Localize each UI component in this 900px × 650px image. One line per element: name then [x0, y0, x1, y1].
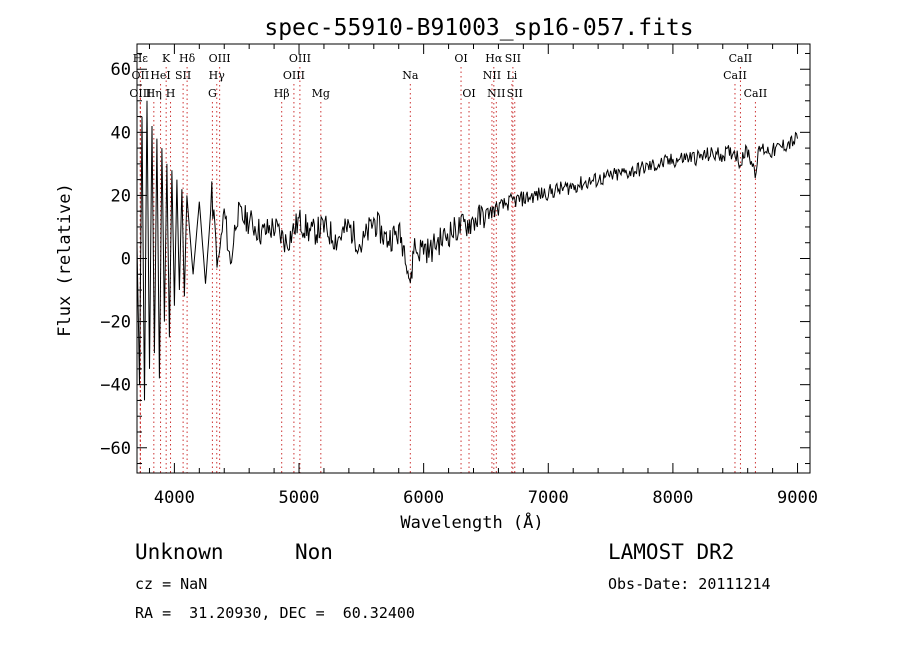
- line-marker-label: K: [162, 52, 171, 65]
- y-axis-label: Flux (relative): [55, 183, 75, 337]
- x-axis-label: Wavelength (Å): [400, 511, 543, 533]
- x-tick-label: 4000: [154, 488, 195, 508]
- line-marker-label: SII: [507, 87, 523, 100]
- x-tick-label: 5000: [279, 488, 320, 508]
- line-markers: [139, 67, 756, 473]
- line-marker-label: OI: [454, 52, 467, 65]
- x-tick-label: 8000: [652, 488, 693, 508]
- x-axis-ticks: 4000 5000 6000 7000 8000 9000: [148, 44, 818, 508]
- line-marker-label: Li: [506, 69, 517, 82]
- line-marker-label: OII: [132, 69, 150, 82]
- line-marker-label: OIII: [289, 52, 311, 65]
- line-marker-label: OIII: [129, 87, 151, 100]
- y-tick-label: −60: [100, 439, 131, 459]
- observation-date: Obs-Date: 20111214: [608, 575, 771, 593]
- line-marker-label: Hη: [146, 87, 162, 100]
- y-tick-label: 0: [121, 250, 131, 270]
- object-subclass: Non: [295, 540, 333, 564]
- object-class: Unknown: [135, 540, 224, 564]
- line-marker-label: Hα: [485, 52, 503, 65]
- line-marker-label: SII: [175, 69, 191, 82]
- x-tick-label: 7000: [528, 488, 569, 508]
- line-marker-label: SII: [505, 52, 521, 65]
- line-marker-label: Hβ: [274, 87, 290, 100]
- line-marker-label: NII: [483, 69, 501, 82]
- line-marker-label: CaII: [723, 69, 747, 82]
- line-marker-label: OIII: [209, 52, 231, 65]
- line-marker-label: NII: [487, 87, 505, 100]
- chart-title: spec-55910-B91003_sp16-057.fits: [264, 15, 693, 41]
- redshift-cz: cz = NaN: [135, 575, 208, 593]
- x-tick-label: 9000: [777, 488, 818, 508]
- line-marker-label: Hγ: [209, 69, 226, 82]
- survey-name: LAMOST DR2: [608, 540, 735, 564]
- y-tick-label: −40: [100, 376, 131, 396]
- line-marker-label: Na: [402, 69, 419, 82]
- line-marker-label: H: [166, 87, 176, 100]
- x-tick-label: 6000: [403, 488, 444, 508]
- line-marker-label: G: [208, 87, 217, 100]
- y-tick-label: 60: [111, 60, 131, 80]
- line-marker-label: OIII: [283, 69, 305, 82]
- spectrum-line: [136, 100, 798, 401]
- y-axis-ticks: −60 −40 −20 0 20 40 60: [100, 52, 810, 465]
- coordinates: RA = 31.20930, DEC = 60.32400: [135, 604, 415, 622]
- line-marker-label: CaII: [729, 52, 753, 65]
- line-marker-label: Hδ: [179, 52, 196, 65]
- line-marker-label: Mg: [312, 87, 330, 100]
- y-tick-label: 40: [111, 123, 131, 143]
- line-marker-label: CaII: [744, 87, 768, 100]
- line-marker-label: HeI: [150, 69, 170, 82]
- line-marker-label: OI: [462, 87, 475, 100]
- spectrum-chart: spec-55910-B91003_sp16-057.fits Hε K Hδ OII…: [55, 15, 818, 533]
- y-tick-label: 20: [111, 186, 131, 206]
- spectrum-series: [136, 100, 798, 401]
- y-tick-label: −20: [100, 313, 131, 333]
- plot-frame: [136, 43, 811, 474]
